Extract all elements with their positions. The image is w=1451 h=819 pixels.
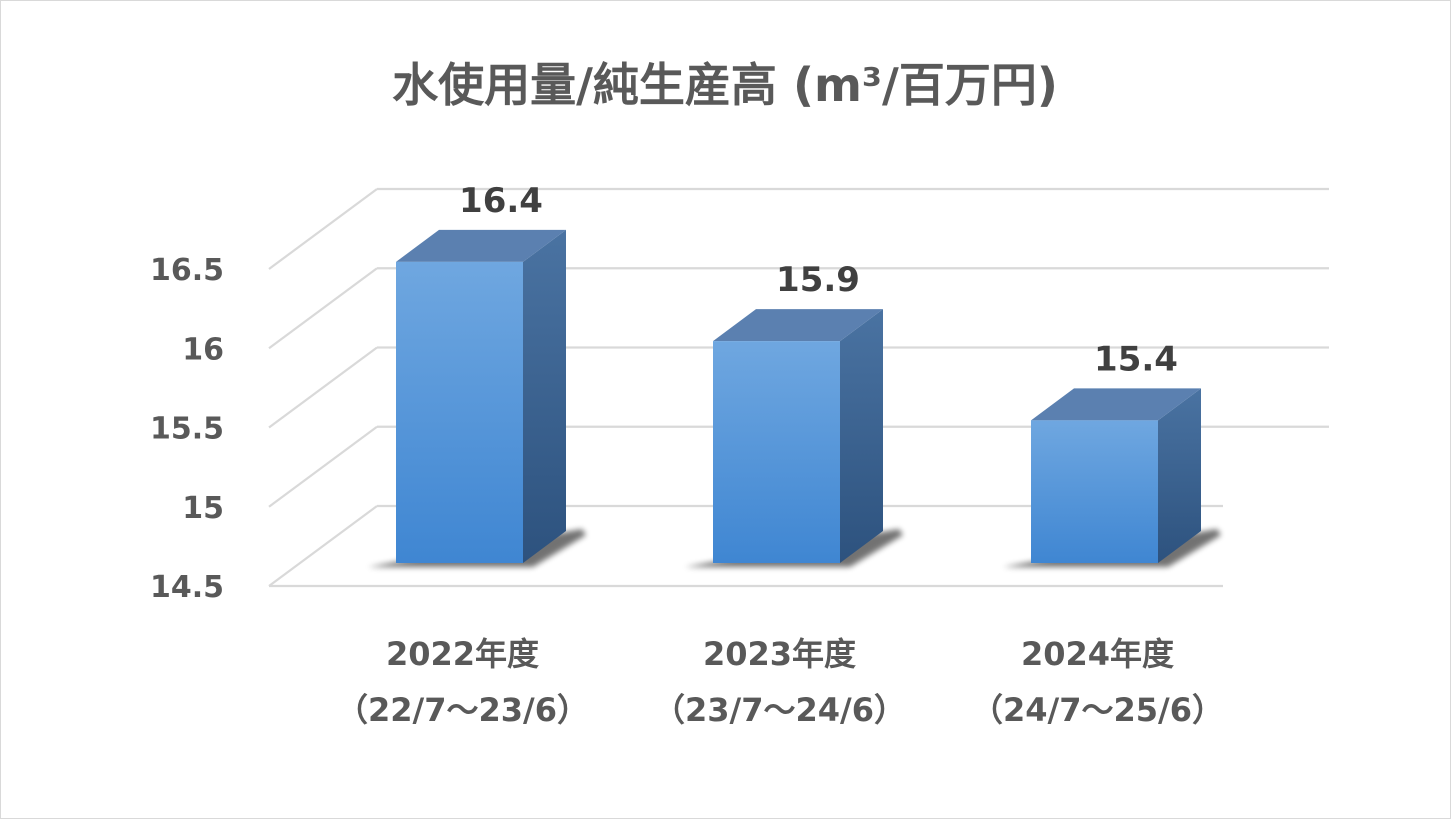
x-axis-categories: 2022年度 （22/7～23/6） 2023年度 （23/7～24/6） 2024年度… [336, 635, 1224, 729]
bar-top [396, 229, 566, 262]
bar-side [840, 309, 883, 563]
x-tick-label-sub: （22/7～23/6） [336, 691, 589, 729]
bar-top [713, 309, 883, 342]
bar-layer [368, 229, 1221, 567]
chart-title: 水使用量/純生産高 (m³/百万円) [392, 58, 1058, 112]
bar [713, 341, 840, 563]
y-tick-label: 15 [182, 491, 224, 526]
bar [1031, 420, 1158, 563]
bar-side [523, 229, 566, 563]
data-label: 15.9 [776, 260, 860, 300]
gridline-diagonal [268, 188, 378, 270]
x-tick-label-sub: （23/7～24/6） [653, 691, 906, 729]
x-tick-label: 2022年度 [386, 635, 539, 673]
y-tick-label: 14.5 [150, 570, 224, 605]
y-tick-label: 16.5 [150, 253, 224, 288]
x-tick-label: 2024年度 [1021, 635, 1174, 673]
gridline-diagonal [268, 425, 378, 508]
bar [396, 261, 523, 563]
data-label: 15.4 [1094, 339, 1178, 379]
gridline-diagonal [268, 267, 378, 350]
gridline-diagonal [268, 505, 378, 587]
x-tick-label: 2023年度 [703, 635, 856, 673]
y-tick-label: 15.5 [150, 412, 224, 447]
value-labels: 16.4 15.9 15.4 [459, 181, 1178, 380]
x-tick-label-sub: （24/7～25/6） [971, 691, 1224, 729]
y-axis-ticks: 14.5 15 15.5 16 16.5 [150, 253, 224, 605]
bar-top [1031, 388, 1201, 421]
data-label: 16.4 [459, 181, 543, 221]
bar-side [1158, 388, 1201, 563]
gridline-diagonal [268, 346, 378, 429]
y-tick-label: 16 [182, 332, 224, 367]
